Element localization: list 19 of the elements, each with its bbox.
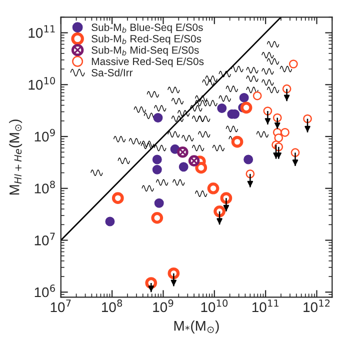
legend-label: Sub-M$_{b}$ Red-Seq E/S0s [92, 34, 202, 44]
y-tick-label: 10$^{11}$ [28, 25, 55, 38]
x-tick-label: 10$^{11}$ [252, 300, 278, 312]
x-tick-label: 10$^{9}$ [153, 299, 174, 312]
y-tick-label: 10$^{6}$ [34, 284, 55, 298]
legend-label: Sub-M$_{b}$ Blue-Seq E/S0s [92, 23, 203, 34]
x-tick-label: 10$^{10}$ [201, 299, 228, 312]
y-axis-title: M$_{HI+He}$(M$_{⊙}$) [9, 120, 22, 195]
y-tick-label: 10$^{7}$ [34, 232, 55, 246]
x-axis-title: M$_{*}$(M$_{⊙}$) [174, 320, 219, 334]
y-tick-label: 10$^{9}$ [34, 128, 55, 142]
x-tick-label: 10$^{12}$ [304, 299, 330, 312]
x-tick-label: 10$^{8}$ [102, 299, 122, 312]
legend-label: Massive Red-Seq E/S0s [92, 57, 204, 68]
x-tick-label: 10$^{7}$ [50, 300, 71, 312]
y-tick-label: 10$^{10}$ [28, 77, 56, 90]
legend-label: Sa-Sd/Irr [92, 68, 133, 76]
y-tick-label: 10$^{8}$ [34, 180, 55, 194]
legend-label: Sub-M$_{b}$ Mid-Seq E/S0s [92, 46, 199, 56]
